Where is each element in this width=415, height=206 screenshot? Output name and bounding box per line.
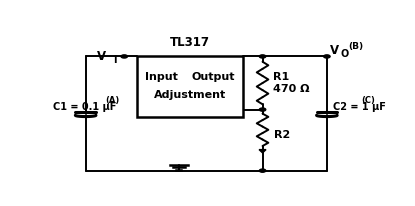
Circle shape bbox=[259, 55, 266, 58]
Text: R1: R1 bbox=[273, 72, 289, 82]
Text: C1 = 0.1 μF: C1 = 0.1 μF bbox=[54, 102, 117, 112]
Text: 470 Ω: 470 Ω bbox=[273, 84, 309, 94]
Text: Adjustment: Adjustment bbox=[154, 90, 226, 99]
Circle shape bbox=[121, 55, 127, 58]
Text: (B): (B) bbox=[349, 42, 364, 52]
Text: I: I bbox=[113, 55, 116, 66]
Text: Input: Input bbox=[145, 72, 178, 82]
Text: TL317: TL317 bbox=[170, 36, 210, 49]
Text: R2: R2 bbox=[274, 130, 290, 139]
Text: O: O bbox=[340, 49, 349, 59]
Text: V: V bbox=[98, 50, 107, 63]
Polygon shape bbox=[259, 150, 266, 153]
Text: Output: Output bbox=[192, 72, 235, 82]
Circle shape bbox=[259, 169, 266, 172]
Text: (A): (A) bbox=[105, 96, 120, 105]
Text: (C): (C) bbox=[361, 96, 376, 105]
Circle shape bbox=[259, 108, 266, 111]
Bar bbox=[137, 56, 243, 117]
Circle shape bbox=[324, 55, 330, 58]
Text: C2 = 1 μF: C2 = 1 μF bbox=[333, 102, 386, 112]
Text: V: V bbox=[330, 44, 339, 57]
